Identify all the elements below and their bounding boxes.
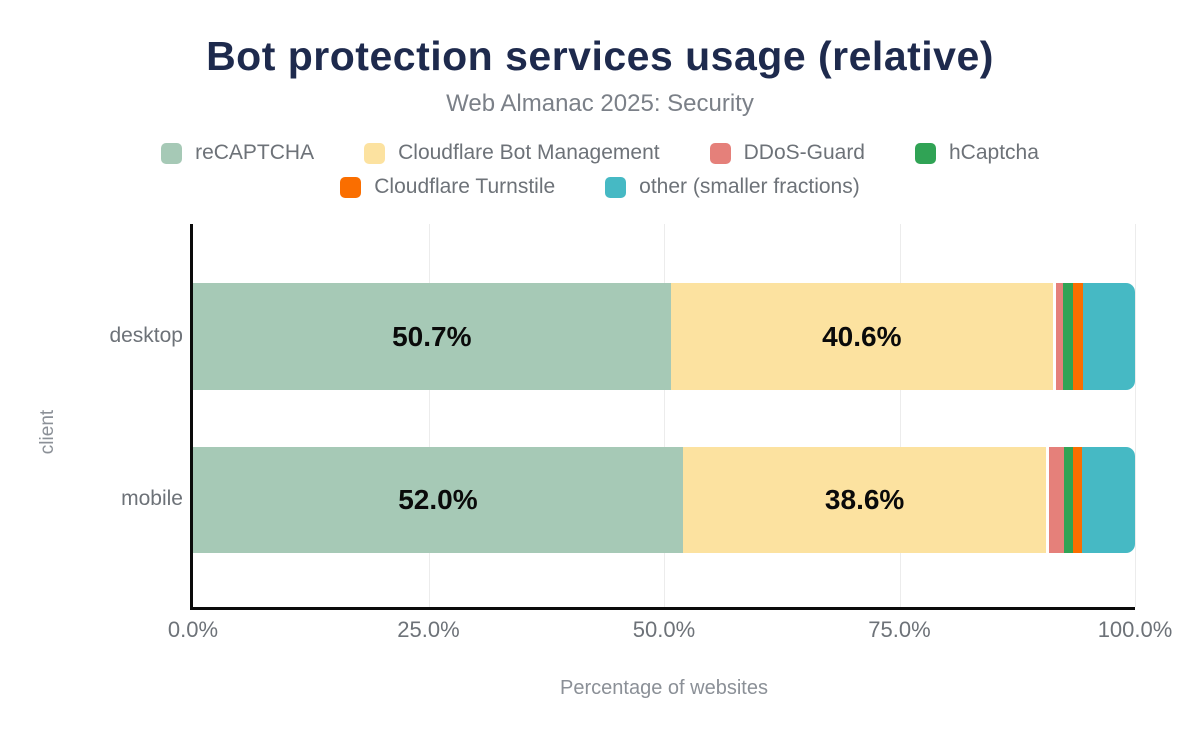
legend-label: DDoS-Guard [743, 141, 865, 164]
legend-item[interactable]: Cloudflare Bot Management [364, 141, 660, 165]
legend-swatch-icon [605, 176, 627, 198]
legend-item[interactable]: reCAPTCHA [161, 141, 314, 165]
chart-title: Bot protection services usage (relative) [206, 33, 994, 79]
x-tick-label: 0.0% [167, 617, 219, 642]
x-tick-label: 25.0% [397, 617, 460, 642]
x-tick-label: 100.0% [1097, 617, 1173, 642]
bar-segment[interactable]: 52.0% [193, 447, 683, 553]
data-label: 38.6% [824, 484, 905, 515]
legend-label: other (smaller fractions) [639, 175, 860, 198]
data-label: 52.0% [398, 484, 478, 515]
bar-segment[interactable] [1046, 447, 1065, 553]
y-tick-desktop: desktop [109, 324, 183, 347]
x-axis-title: Percentage of websites [560, 677, 768, 699]
bar-segment[interactable]: 40.6% [670, 283, 1054, 390]
legend-item[interactable]: DDoS-Guard [709, 141, 865, 165]
bar-segment[interactable] [1053, 283, 1064, 390]
gridline [899, 224, 901, 607]
legend-item[interactable]: other (smaller fractions) [605, 175, 860, 199]
legend-item[interactable]: Cloudflare Turnstile [340, 175, 555, 199]
legend-swatch-icon [915, 142, 936, 164]
bar-segment[interactable] [1083, 283, 1135, 390]
legend-swatch-icon [161, 142, 183, 164]
chart-subtitle: Web Almanac 2025: Security [446, 90, 754, 117]
x-axis-ticks: 0.0% 25.0% 50.0% 75.0% 100.0% [168, 617, 1172, 645]
bar-segment[interactable] [1063, 283, 1073, 390]
bar-segment[interactable] [1082, 447, 1135, 553]
bar-segment[interactable] [1072, 447, 1083, 553]
legend-swatch-icon [340, 176, 362, 198]
x-tick-label: 50.0% [632, 617, 696, 642]
gridline [428, 224, 430, 607]
legend-label: hCaptcha [949, 141, 1039, 164]
bar-segment[interactable] [1064, 447, 1073, 553]
legend-row: reCAPTCHA Cloudflare Bot Management DDoS-G… [161, 141, 1039, 165]
legend: reCAPTCHA Cloudflare Bot Management DDoS-G… [0, 141, 1200, 199]
legend-swatch-icon [364, 142, 386, 164]
y-tick-mobile: mobile [121, 487, 183, 510]
x-tick-label: 75.0% [868, 617, 931, 642]
legend-item[interactable]: hCaptcha [915, 141, 1039, 165]
bar-segment[interactable] [1072, 283, 1084, 390]
legend-label: reCAPTCHA [195, 141, 315, 164]
bar-mobile: 52.0% 38.6% [193, 447, 1135, 553]
plot-area: 50.7% 40.6% 52.0% 38.6% [190, 224, 1136, 610]
legend-label: Cloudflare Bot Management [398, 141, 660, 164]
data-label: 50.7% [392, 320, 472, 352]
data-label: 40.6% [822, 320, 902, 352]
legend-swatch-icon [709, 142, 731, 164]
bar-segment[interactable]: 50.7% [193, 283, 671, 390]
gridline [1135, 224, 1136, 607]
gridline [664, 224, 665, 607]
bar-desktop: 50.7% 40.6% [193, 283, 1135, 390]
legend-row: Cloudflare Turnstile other (smaller fract… [340, 175, 860, 199]
bar-segment[interactable]: 38.6% [682, 447, 1047, 553]
y-axis-title: client [37, 409, 58, 455]
legend-label: Cloudflare Turnstile [374, 175, 556, 198]
